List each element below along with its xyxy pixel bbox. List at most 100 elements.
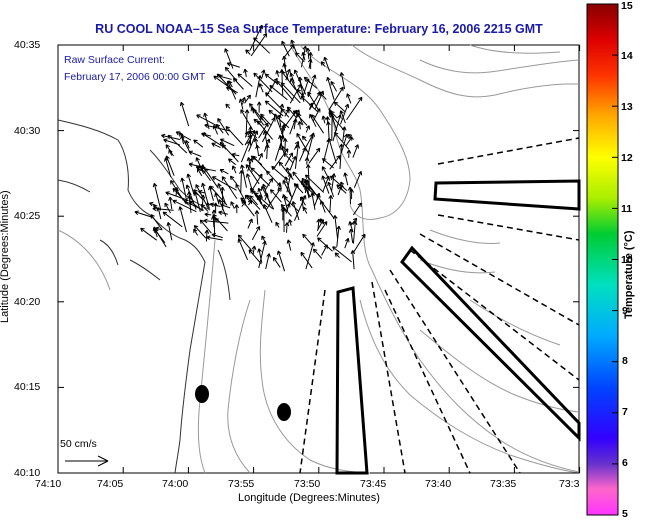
current-vector: [275, 221, 280, 228]
current-vector: [347, 186, 353, 205]
current-vector: [300, 45, 308, 68]
current-vector: [231, 152, 240, 158]
current-vector: [282, 180, 292, 197]
current-vector: [252, 108, 265, 126]
current-vector: [217, 183, 226, 204]
current-vector: [237, 73, 253, 87]
current-vector: [339, 72, 346, 90]
current-vector: [353, 170, 363, 188]
current-vector: [296, 133, 310, 155]
colorbar-tick-label: 6: [622, 457, 628, 469]
current-vector: [284, 152, 294, 167]
colorbar-tick-label: 10: [621, 254, 633, 266]
current-vector: [301, 135, 307, 142]
current-vector: [193, 225, 207, 239]
current-vector: [227, 158, 237, 166]
current-vector: [276, 250, 286, 272]
current-vector: [289, 72, 295, 84]
current-vector: [250, 167, 270, 187]
current-vector: [238, 98, 244, 110]
current-vector: [163, 138, 181, 146]
current-vector: [281, 40, 290, 57]
current-vector: [258, 83, 264, 93]
current-vector: [312, 108, 321, 122]
y-axis-title: Latitude (Degrees:Minutes): [0, 190, 11, 323]
current-vector: [261, 69, 266, 79]
current-vector: [272, 256, 281, 268]
current-vector: [248, 129, 256, 142]
current-vector: [245, 173, 253, 191]
current-vector: [247, 199, 253, 206]
current-vector: [311, 114, 325, 134]
current-vector: [332, 114, 342, 142]
current-vector: [308, 147, 321, 164]
current-vector: [299, 146, 307, 162]
colorbar-tick-label: 5: [622, 508, 628, 520]
current-vector: [321, 115, 327, 124]
current-vector: [247, 218, 253, 229]
current-vector: [281, 55, 287, 69]
current-vector: [338, 143, 344, 170]
current-vector: [198, 189, 205, 195]
current-vector: [302, 233, 313, 245]
current-vector: [314, 90, 325, 110]
current-vector: [305, 125, 311, 133]
current-vector: [240, 164, 248, 188]
current-vector: [244, 94, 251, 104]
current-vector: [201, 132, 212, 137]
current-vector: [264, 178, 274, 191]
current-vector: [213, 75, 237, 93]
current-vector: [288, 219, 293, 226]
current-vector: [165, 191, 189, 201]
current-vector: [265, 253, 271, 270]
current-vector: [211, 209, 217, 237]
current-vector: [252, 155, 269, 174]
colorbar-title: Temperature (°C): [623, 230, 635, 319]
current-vector: [280, 145, 286, 154]
current-vector: [226, 62, 240, 68]
current-vector: [263, 138, 271, 152]
current-vector: [301, 182, 315, 195]
current-vector: [224, 48, 234, 69]
current-vector: [211, 142, 221, 149]
current-vector: [193, 139, 204, 148]
current-vector: [328, 112, 345, 131]
current-vector: [285, 68, 291, 81]
current-vector: [258, 122, 269, 139]
current-vector: [294, 144, 301, 169]
current-vector: [279, 123, 287, 151]
current-vector: [321, 158, 334, 169]
current-vector: [299, 196, 305, 210]
current-vector: [261, 186, 275, 210]
current-vector: [296, 89, 304, 97]
current-vector: [162, 211, 183, 228]
x-tick-label: 74:05: [97, 478, 124, 490]
y-tick-label: 40:15: [14, 381, 41, 393]
current-vector: [166, 221, 173, 241]
current-vector: [300, 95, 319, 113]
current-vector: [328, 86, 344, 111]
current-vector: [264, 100, 284, 117]
current-vector: [284, 222, 290, 233]
current-vector: [237, 234, 252, 251]
current-vector: [204, 212, 212, 217]
current-vector: [350, 217, 358, 226]
current-vector: [249, 195, 259, 206]
current-vector: [280, 206, 286, 221]
current-vector: [307, 58, 313, 69]
current-vector: [268, 109, 290, 129]
current-vector: [185, 139, 190, 149]
current-vector: [257, 248, 263, 264]
current-vector: [203, 112, 210, 130]
current-vector: [289, 155, 297, 171]
current-vector: [332, 215, 339, 239]
current-vector: [330, 80, 338, 92]
current-vector: [323, 56, 331, 72]
current-vector: [343, 172, 349, 186]
current-vector: [292, 118, 298, 130]
colorbar-tick-label: 11: [621, 203, 633, 215]
current-vector: [328, 194, 334, 213]
current-vector: [316, 218, 322, 231]
current-vector: [270, 189, 282, 203]
